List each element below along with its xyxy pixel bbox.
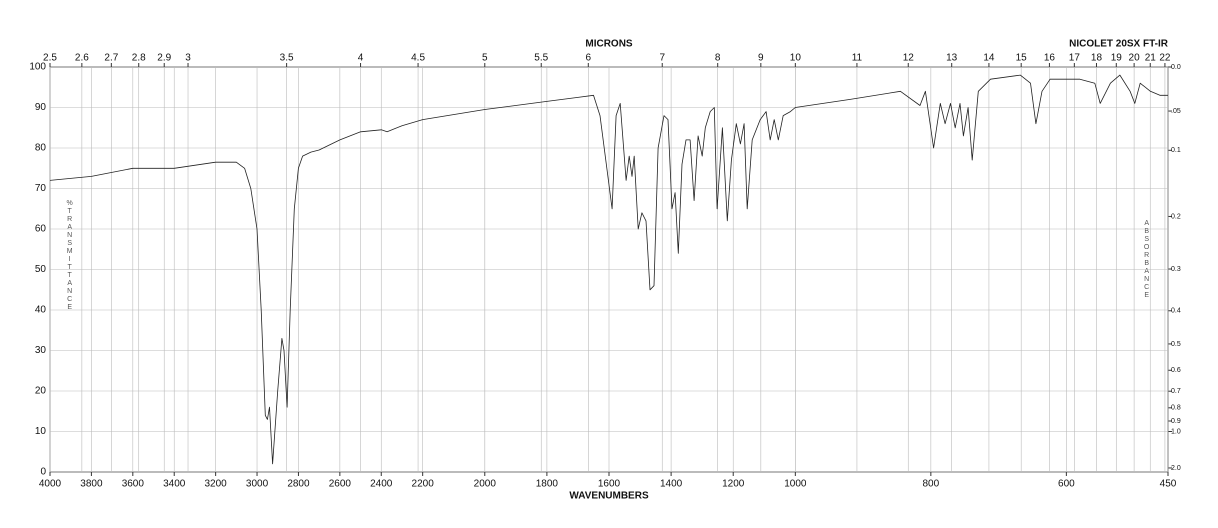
y-tick-label: 20 — [35, 386, 47, 397]
y2-tick-label: 0.2 — [1171, 213, 1181, 220]
y-axis-label: %TRANSMITTANCE — [66, 200, 73, 312]
y-tick-label: 100 — [29, 62, 46, 73]
y-tick-label: 0 — [40, 467, 46, 478]
y-tick-label: 30 — [35, 345, 47, 356]
top-tick-label: 18 — [1091, 53, 1103, 64]
y2-tick-label: 0.1 — [1171, 147, 1181, 154]
x-tick-label: 2600 — [329, 479, 352, 490]
y-tick-label: 60 — [35, 224, 47, 235]
top-tick-label: 3 — [185, 53, 191, 64]
top-tick-label: 16 — [1044, 53, 1056, 64]
y2-tick-label: 0.0 — [1171, 64, 1181, 71]
y2-tick-label: 2.0 — [1171, 465, 1181, 472]
x-tick-label: 2800 — [287, 479, 310, 490]
x-tick-label: 800 — [923, 479, 940, 490]
instrument-label: NICOLET 20SX FT-IR — [1069, 39, 1169, 50]
x-tick-label: 3600 — [122, 479, 145, 490]
x-tick-label: 3400 — [163, 479, 186, 490]
top-tick-label: 4.5 — [411, 53, 425, 64]
top-tick-label: 17 — [1069, 53, 1081, 64]
top-tick-label: 6 — [586, 53, 592, 64]
y2-tick-label: .05 — [1171, 108, 1181, 115]
y-tick-label: 10 — [35, 426, 47, 437]
top-tick-label: 3.5 — [280, 53, 294, 64]
top-tick-label: 2.8 — [132, 53, 146, 64]
top-tick-label: 20 — [1129, 53, 1141, 64]
x-tick-label: 1200 — [722, 479, 745, 490]
y-tick-label: 40 — [35, 305, 47, 316]
x-axis-label: WAVENUMBERS — [569, 491, 649, 502]
top-tick-label: 7 — [659, 53, 665, 64]
x-tick-label: 1000 — [784, 479, 807, 490]
spectrum-line — [49, 74, 1168, 465]
x-tick-label: 3200 — [205, 479, 228, 490]
top-tick-label: 9 — [758, 53, 764, 64]
top-tick-label: 10 — [790, 53, 802, 64]
chart-title: MICRONS — [585, 39, 633, 50]
x-tick-label: 3800 — [80, 479, 103, 490]
top-tick-label: 5.5 — [534, 53, 548, 64]
x-tick-label: 1400 — [660, 479, 683, 490]
top-tick-label: 21 — [1145, 53, 1157, 64]
y-tick-label: 90 — [35, 102, 47, 113]
y2-tick-label: 0.7 — [1171, 388, 1181, 395]
y2-tick-label: 0.9 — [1171, 418, 1181, 425]
x-tick-label: 600 — [1058, 479, 1075, 490]
y-tick-label: 50 — [35, 264, 47, 275]
x-tick-label: 4000 — [39, 479, 62, 490]
y2-tick-label: 0.6 — [1171, 367, 1181, 374]
y-tick-label: 80 — [35, 143, 47, 154]
x-tick-label: 450 — [1160, 479, 1177, 490]
top-tick-label: 2.5 — [43, 53, 57, 64]
y2-tick-label: 0.5 — [1171, 341, 1181, 348]
x-tick-label: 2400 — [370, 479, 393, 490]
x-tick-label: 2000 — [474, 479, 497, 490]
top-tick-label: 19 — [1111, 53, 1123, 64]
x-tick-label: 3000 — [246, 479, 269, 490]
top-tick-label: 2.7 — [104, 53, 118, 64]
top-tick-label: 5 — [482, 53, 488, 64]
top-tick-label: 12 — [903, 53, 915, 64]
top-tick-label: 15 — [1016, 53, 1028, 64]
y2-tick-label: 0.8 — [1171, 405, 1181, 412]
y-tick-label: 70 — [35, 183, 47, 194]
top-tick-label: 14 — [983, 53, 995, 64]
top-tick-label: 2.6 — [75, 53, 89, 64]
top-tick-label: 2.9 — [157, 53, 171, 64]
top-tick-label: 11 — [852, 53, 863, 64]
top-tick-label: 8 — [715, 53, 721, 64]
x-tick-label: 1800 — [536, 479, 559, 490]
top-tick-label: 4 — [358, 53, 364, 64]
top-tick-label: 22 — [1159, 53, 1171, 64]
y2-tick-label: 0.3 — [1171, 266, 1181, 273]
y2-tick-label: 0.4 — [1171, 308, 1181, 315]
x-tick-label: 2200 — [412, 479, 435, 490]
y2-axis-label: ABSORBANCE — [1143, 220, 1150, 300]
x-tick-label: 1600 — [598, 479, 621, 490]
top-tick-label: 13 — [946, 53, 958, 64]
y2-tick-label: 1.0 — [1171, 428, 1181, 435]
